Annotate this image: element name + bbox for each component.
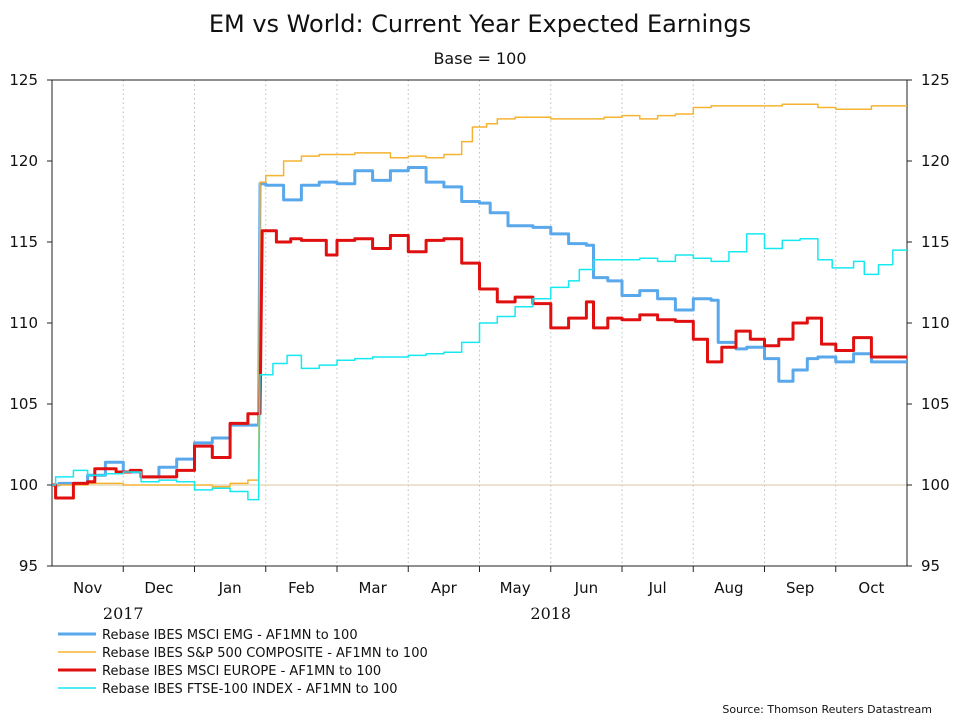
series-line-1 <box>52 166 907 487</box>
y-tick-label-right: 125 <box>921 71 950 89</box>
y-tick-label-left: 115 <box>9 233 38 251</box>
year-label: 2017 <box>103 604 144 623</box>
y-tick-label-right: 105 <box>921 395 950 413</box>
chart-subtitle: Base = 100 <box>433 49 526 68</box>
x-tick-label: Oct <box>858 579 884 597</box>
plot-area: 95 95 100 100 105 105 110 110 115 115 120 120 125 125… <box>9 71 949 623</box>
legend: Rebase IBES MSCI EMG - AF1MN to 100 Rebas… <box>58 628 428 697</box>
y-tick-label-left: 105 <box>9 395 38 413</box>
series-line-3 <box>52 229 907 500</box>
y-tick-label-right: 115 <box>921 233 950 251</box>
x-tick-label: Sep <box>786 579 814 597</box>
x-tick-label: Dec <box>144 579 173 597</box>
y-tick-label-left: 125 <box>9 71 38 89</box>
y-tick-label-left: 100 <box>9 476 38 494</box>
x-tick-label: Mar <box>358 579 387 597</box>
y-tick-label-left: 110 <box>9 314 38 332</box>
x-tick-label: Jun <box>574 579 598 597</box>
x-tick-label: May <box>500 579 531 597</box>
y-tick-label-right: 110 <box>921 314 950 332</box>
year-label: 2018 <box>530 604 571 623</box>
y-tick-label-right: 95 <box>921 557 940 575</box>
chart-title: EM vs World: Current Year Expected Earni… <box>209 10 751 38</box>
x-tick-label: Feb <box>288 579 315 597</box>
y-tick-label-right: 120 <box>921 152 950 170</box>
legend-label-2: Rebase IBES S&P 500 COMPOSITE - AF1MN to… <box>102 646 428 661</box>
y-tick-label-left: 95 <box>19 557 38 575</box>
source-note: Source: Thomson Reuters Datastream <box>722 703 932 716</box>
series-line-4 <box>52 233 907 501</box>
y-tick-label-left: 120 <box>9 152 38 170</box>
legend-label-1: Rebase IBES MSCI EMG - AF1MN to 100 <box>102 628 358 643</box>
x-tick-label: Aug <box>714 579 743 597</box>
x-tick-label: Jul <box>648 579 667 597</box>
x-tick-label: Apr <box>431 579 458 597</box>
x-tick-label: Jan <box>218 579 242 597</box>
legend-label-3: Rebase IBES MSCI EUROPE - AF1MN to 100 <box>102 664 381 679</box>
legend-label-4: Rebase IBES FTSE-100 INDEX - AF1MN to 10… <box>102 682 398 697</box>
x-tick-label: Nov <box>73 579 102 597</box>
y-tick-label-right: 100 <box>921 476 950 494</box>
